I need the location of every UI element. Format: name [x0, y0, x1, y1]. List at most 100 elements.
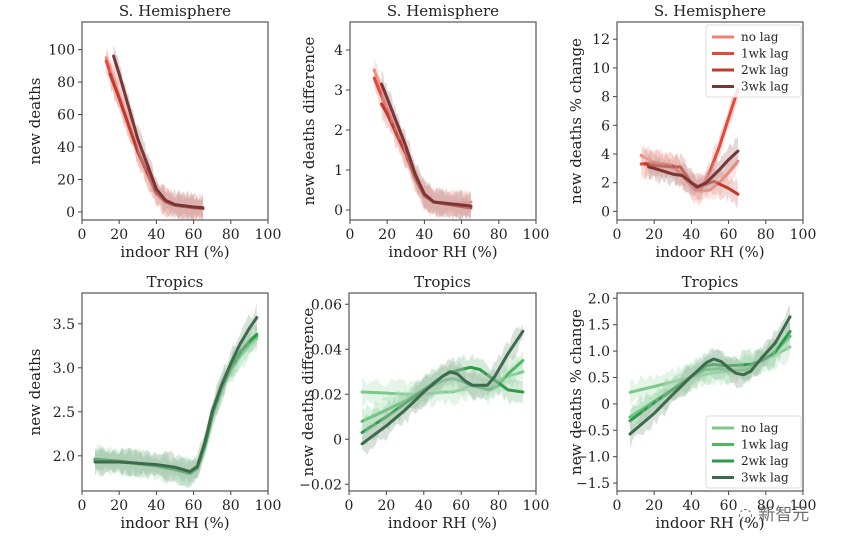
confidence-band-no-lag	[641, 144, 738, 206]
chart-title: S. Hemisphere	[119, 2, 231, 20]
plot-area	[360, 324, 525, 455]
y-tick-label: −0.5	[576, 423, 610, 439]
x-tick-label: 100	[790, 498, 817, 514]
confidence-band-3wk-lag	[362, 324, 523, 455]
y-tick-label: 80	[57, 75, 75, 91]
axes-frame	[348, 292, 537, 492]
x-tick-label: 100	[255, 227, 282, 243]
x-axis-label: indoor RH (%)	[120, 243, 229, 261]
y-tick-label: −1.5	[576, 476, 610, 492]
legend-label: 3wk lag	[741, 471, 789, 485]
axes-frame	[616, 21, 804, 221]
legend-box	[705, 415, 802, 489]
x-tick-label: 60	[185, 227, 203, 243]
x-tick-label: 0	[613, 227, 622, 243]
plot-area	[93, 303, 259, 489]
x-tick-label: 40	[147, 227, 165, 243]
axes-frame	[349, 21, 537, 221]
series-line-3wk-lag	[112, 54, 205, 210]
y-tick-label: 12	[592, 32, 610, 48]
x-tick-label: 80	[757, 498, 775, 514]
y-tick-label: 0	[66, 205, 75, 221]
y-tick-label: 2	[334, 123, 343, 139]
x-tick-label: 60	[185, 498, 203, 514]
y-tick-label: 20	[57, 172, 75, 188]
y-tick-label: 4	[334, 43, 343, 59]
x-axis-label: indoor RH (%)	[388, 514, 497, 532]
x-tick-label: 0	[346, 227, 355, 243]
subplot-3: S. Hemisphere 0 20 40 60 80 100 0 2 4 6 8 10 12 indoor…	[567, 2, 816, 261]
y-axis-label: new deaths difference	[299, 308, 317, 477]
confidence-band-no-lag	[362, 358, 523, 409]
x-tick-label: 0	[78, 227, 87, 243]
watermark: ◌ 新智元	[738, 500, 809, 525]
subplot-1: S. Hemisphere 0 20 40 60 80 100 0 20 40 60 80 100 ind…	[26, 2, 281, 261]
y-tick-label: 2.0	[588, 291, 610, 307]
subplot-4: Tropics 0 20 40 60 80 100 2.0 2.5 3.0 3.5 indoor RH…	[26, 273, 281, 532]
y-tick-label: 40	[57, 140, 75, 156]
x-tick-label: 40	[147, 498, 165, 514]
wechat-icon: ◌	[738, 505, 753, 525]
series-line-3wk-lag	[380, 82, 473, 208]
confidence-band-2wk-lag	[630, 322, 790, 434]
series-line-3wk-lag	[628, 315, 792, 436]
x-tick-label: 20	[645, 498, 663, 514]
axes-frame	[81, 292, 269, 492]
x-tick-label: 80	[222, 498, 240, 514]
y-tick-label: 8	[601, 90, 610, 106]
y-tick-label: 60	[57, 108, 75, 124]
legend-label: 1wk lag	[741, 47, 789, 61]
y-tick-label: 100	[48, 43, 75, 59]
y-tick-label: 1.5	[588, 318, 610, 334]
series-line-no-lag	[360, 370, 525, 396]
series-line-3wk-lag	[647, 149, 740, 189]
legend-label: 2wk lag	[741, 454, 789, 468]
y-tick-label: 6	[601, 118, 610, 134]
x-tick-label: 20	[110, 227, 128, 243]
x-tick-label: 100	[523, 227, 550, 243]
x-axis-label: indoor RH (%)	[655, 514, 764, 532]
series-line-3wk-lag	[360, 329, 525, 446]
legend-label: 1wk lag	[741, 438, 789, 452]
y-tick-label: 2.0	[53, 449, 75, 465]
confidence-band-2wk-lag	[644, 149, 738, 209]
x-tick-label: 40	[682, 498, 700, 514]
chart-title: S. Hemisphere	[387, 2, 499, 20]
y-tick-label: 0	[334, 203, 343, 219]
y-axis-label: new deaths % change	[567, 38, 585, 204]
plot-area	[372, 58, 473, 220]
x-axis-label: indoor RH (%)	[655, 243, 764, 261]
y-tick-label: 4	[601, 147, 610, 163]
x-tick-label: 40	[682, 227, 700, 243]
y-tick-label: 0.5	[588, 370, 610, 386]
x-tick-label: 0	[345, 498, 354, 514]
y-tick-label: 0.04	[311, 342, 342, 358]
x-tick-label: 20	[378, 227, 396, 243]
y-tick-label: 3	[334, 83, 343, 99]
y-tick-label: 2.5	[53, 405, 75, 421]
series-line-2wk-lag	[360, 365, 525, 434]
legend-label: 2wk lag	[741, 63, 789, 77]
y-tick-label: −1.0	[576, 450, 610, 466]
confidence-band-3wk-lag	[648, 135, 738, 197]
confidence-band-2wk-lag	[362, 353, 523, 446]
legend: no lag 1wk lag 2wk lag 3wk lag	[705, 24, 802, 98]
x-tick-label: 80	[490, 498, 508, 514]
watermark-text: 新智元	[758, 505, 810, 525]
y-tick-label: 0	[601, 397, 610, 413]
y-axis-label: new deaths difference	[300, 37, 318, 206]
x-tick-label: 20	[110, 498, 128, 514]
y-tick-label: 1	[334, 163, 343, 179]
y-tick-label: 0.02	[311, 387, 342, 403]
legend-label: no lag	[741, 30, 779, 44]
x-tick-label: 100	[523, 498, 550, 514]
y-tick-label: 10	[592, 61, 610, 77]
y-tick-label: 1.0	[588, 344, 610, 360]
chart-title: Tropics	[147, 273, 204, 291]
y-axis-label: new deaths	[26, 78, 44, 165]
x-tick-label: 20	[377, 498, 395, 514]
y-tick-label: −0.02	[299, 477, 342, 493]
y-tick-label: 3.5	[53, 317, 75, 333]
